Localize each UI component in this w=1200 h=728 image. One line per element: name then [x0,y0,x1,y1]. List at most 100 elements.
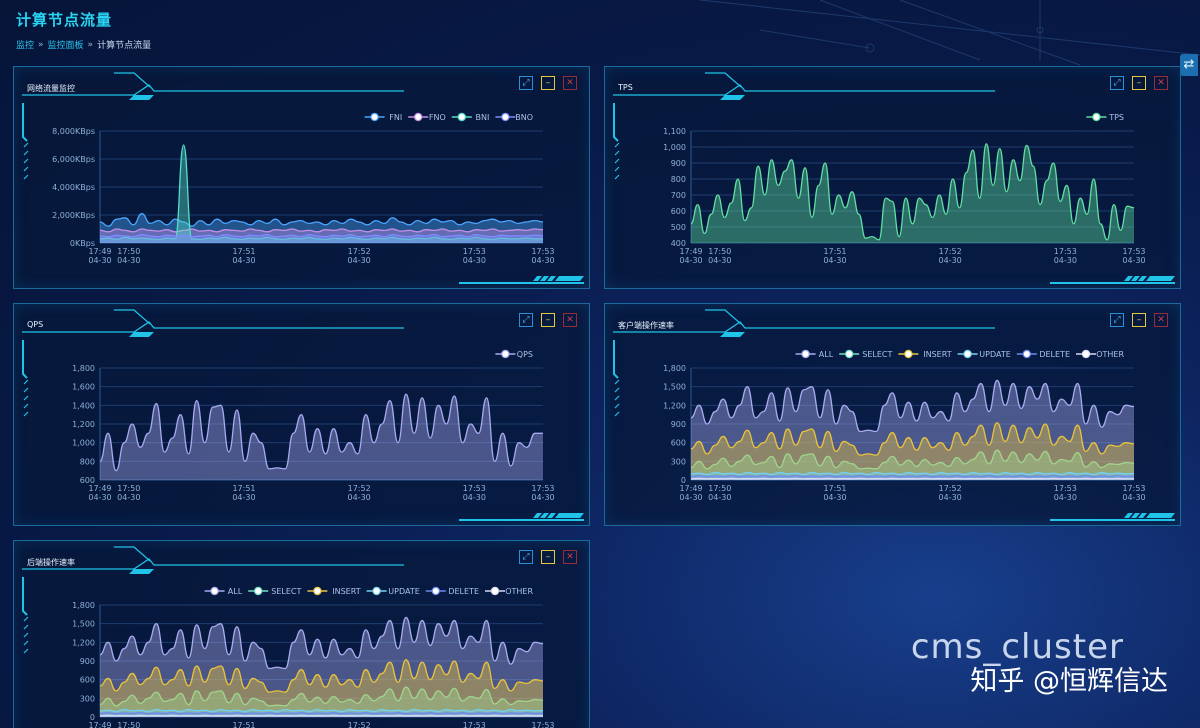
legend-item[interactable]: OTHER [485,586,533,596]
legend-item[interactable]: QPS [495,349,533,359]
close-icon[interactable]: ✕ [1154,313,1168,327]
x-tick-date: 04-30 [348,256,371,265]
legend-item[interactable]: FNI [364,112,403,122]
legend-marker-icon [801,349,810,359]
legend-label: SELECT [271,587,301,596]
legend-label: BNI [476,113,490,122]
panel-controls: ⤢ – ✕ [519,550,577,564]
minimize-icon[interactable]: – [541,550,555,564]
series-area-select [691,450,1134,480]
x-tick-time: 17:50 [117,721,140,728]
minimize-icon[interactable]: – [1132,76,1146,90]
x-tick-date: 04-30 [679,256,702,265]
legend-marker-icon [210,586,219,596]
x-tick-date: 04-30 [232,493,255,502]
series-line-delete [690,474,1135,478]
y-tick-label: 800 [671,175,686,184]
y-tick-label: 600 [80,476,95,485]
legend-item[interactable]: ALL [795,349,834,359]
breadcrumb: 监控 » 监控面板 » 计算节点流量 [16,38,151,52]
minimize-icon[interactable]: – [541,313,555,327]
x-tick-time: 17:52 [348,484,371,493]
y-tick-label: 1,200 [72,638,95,647]
y-tick-label: 300 [671,457,686,466]
series-area-insert [691,422,1134,480]
y-tick-label: 1,600 [72,383,95,392]
swap-arrows-icon[interactable]: ⇄ [1180,54,1198,76]
minimize-icon[interactable]: – [1132,313,1146,327]
legend-item[interactable]: UPDATE [366,586,420,596]
maximize-icon[interactable]: ⤢ [519,313,533,327]
legend-label: INSERT [923,350,951,359]
panel-qps: QPS ⤢ – ✕ QPS 1,800 1,600 1,400 1,200 1,000 800 600… [13,303,590,526]
x-tick-time: 17:51 [823,484,846,493]
legend-item[interactable]: TPS [1086,112,1124,122]
panel-title: TPS [618,83,633,92]
close-icon[interactable]: ✕ [563,76,577,90]
x-tick-date: 04-30 [1054,493,1077,502]
x-tick-time: 17:53 [463,721,486,728]
legend-item[interactable]: INSERT [898,349,952,359]
y-tick-label: 1,500 [663,383,686,392]
legend-item[interactable]: DELETE [1016,349,1070,359]
legend-marker-icon [844,349,854,359]
chart-tps: TPS1,1001,00090080070060050040017:4904-3… [663,112,1146,265]
panel-title: 客户端操作速率 [618,321,674,330]
legend-item[interactable]: FNO [408,112,446,122]
series-line-delete [99,711,544,715]
legend-item[interactable]: BNO [495,112,533,122]
close-icon[interactable]: ✕ [1154,76,1168,90]
maximize-icon[interactable]: ⤢ [519,76,533,90]
legend-marker-icon [414,112,423,122]
legend-item[interactable]: DELETE [425,586,479,596]
panel-controls: ⤢ – ✕ [1110,76,1168,90]
y-tick-label: 900 [671,420,686,429]
maximize-icon[interactable]: ⤢ [1110,76,1124,90]
panel-controls: ⤢ – ✕ [1110,313,1168,327]
legend-item[interactable]: ALL [204,586,243,596]
x-tick-date: 04-30 [117,493,140,502]
legend-marker-icon [370,112,379,122]
y-tick-label: 1,500 [72,620,95,629]
legend-label: SELECT [862,350,892,359]
breadcrumb-link-dashboard[interactable]: 监控面板 [47,41,84,51]
close-icon[interactable]: ✕ [563,313,577,327]
x-tick-date: 04-30 [1122,493,1145,502]
x-tick-date: 04-30 [88,493,111,502]
x-tick-time: 17:52 [348,721,371,728]
y-tick-label: 500 [671,223,686,232]
breadcrumb-separator-icon: » [38,39,44,50]
panel-title: QPS [27,320,44,329]
minimize-icon[interactable]: – [541,76,555,90]
legend-item[interactable]: BNI [451,112,490,122]
legend-item[interactable]: UPDATE [957,349,1011,359]
y-tick-label: 1,400 [72,401,95,410]
close-icon[interactable]: ✕ [563,550,577,564]
y-tick-label: 1,000 [663,143,686,152]
x-tick-date: 04-30 [939,493,962,502]
maximize-icon[interactable]: ⤢ [519,550,533,564]
breadcrumb-link-monitor[interactable]: 监控 [16,41,35,51]
chart-qps: QPS1,8001,6001,4001,2001,00080060017:490… [72,349,555,502]
y-tick-label: 900 [80,657,95,666]
series-area-qps [100,394,543,480]
series-line-insert [690,422,1135,456]
x-tick-date: 04-30 [823,493,846,502]
page-title: 计算节点流量 [16,11,113,29]
x-tick-date: 04-30 [463,256,486,265]
legend-label: OTHER [505,587,533,596]
chart-net-traffic: BNO BNI FNO FNI 8,000KBps 6,000KBps 4,000KBps 2… [52,112,555,265]
panel-network-traffic: 网络流量监控 ⤢ – ✕ BNO BNI FNO FNI 8,000KBps 6,000KBps 4… [13,66,590,289]
maximize-icon[interactable]: ⤢ [1110,313,1124,327]
legend-item[interactable]: SELECT [839,349,893,359]
x-tick-time: 17:52 [939,247,962,256]
series-line-all [690,379,1135,433]
legend-item[interactable]: SELECT [248,586,302,596]
series-line-qps [99,393,543,472]
legend-marker-icon [457,112,466,122]
series-line-bno [99,233,544,238]
x-tick-time: 17:49 [679,247,702,256]
legend-item[interactable]: OTHER [1076,349,1124,359]
legend-item[interactable]: INSERT [307,586,361,596]
breadcrumb-separator-icon: » [87,39,94,50]
